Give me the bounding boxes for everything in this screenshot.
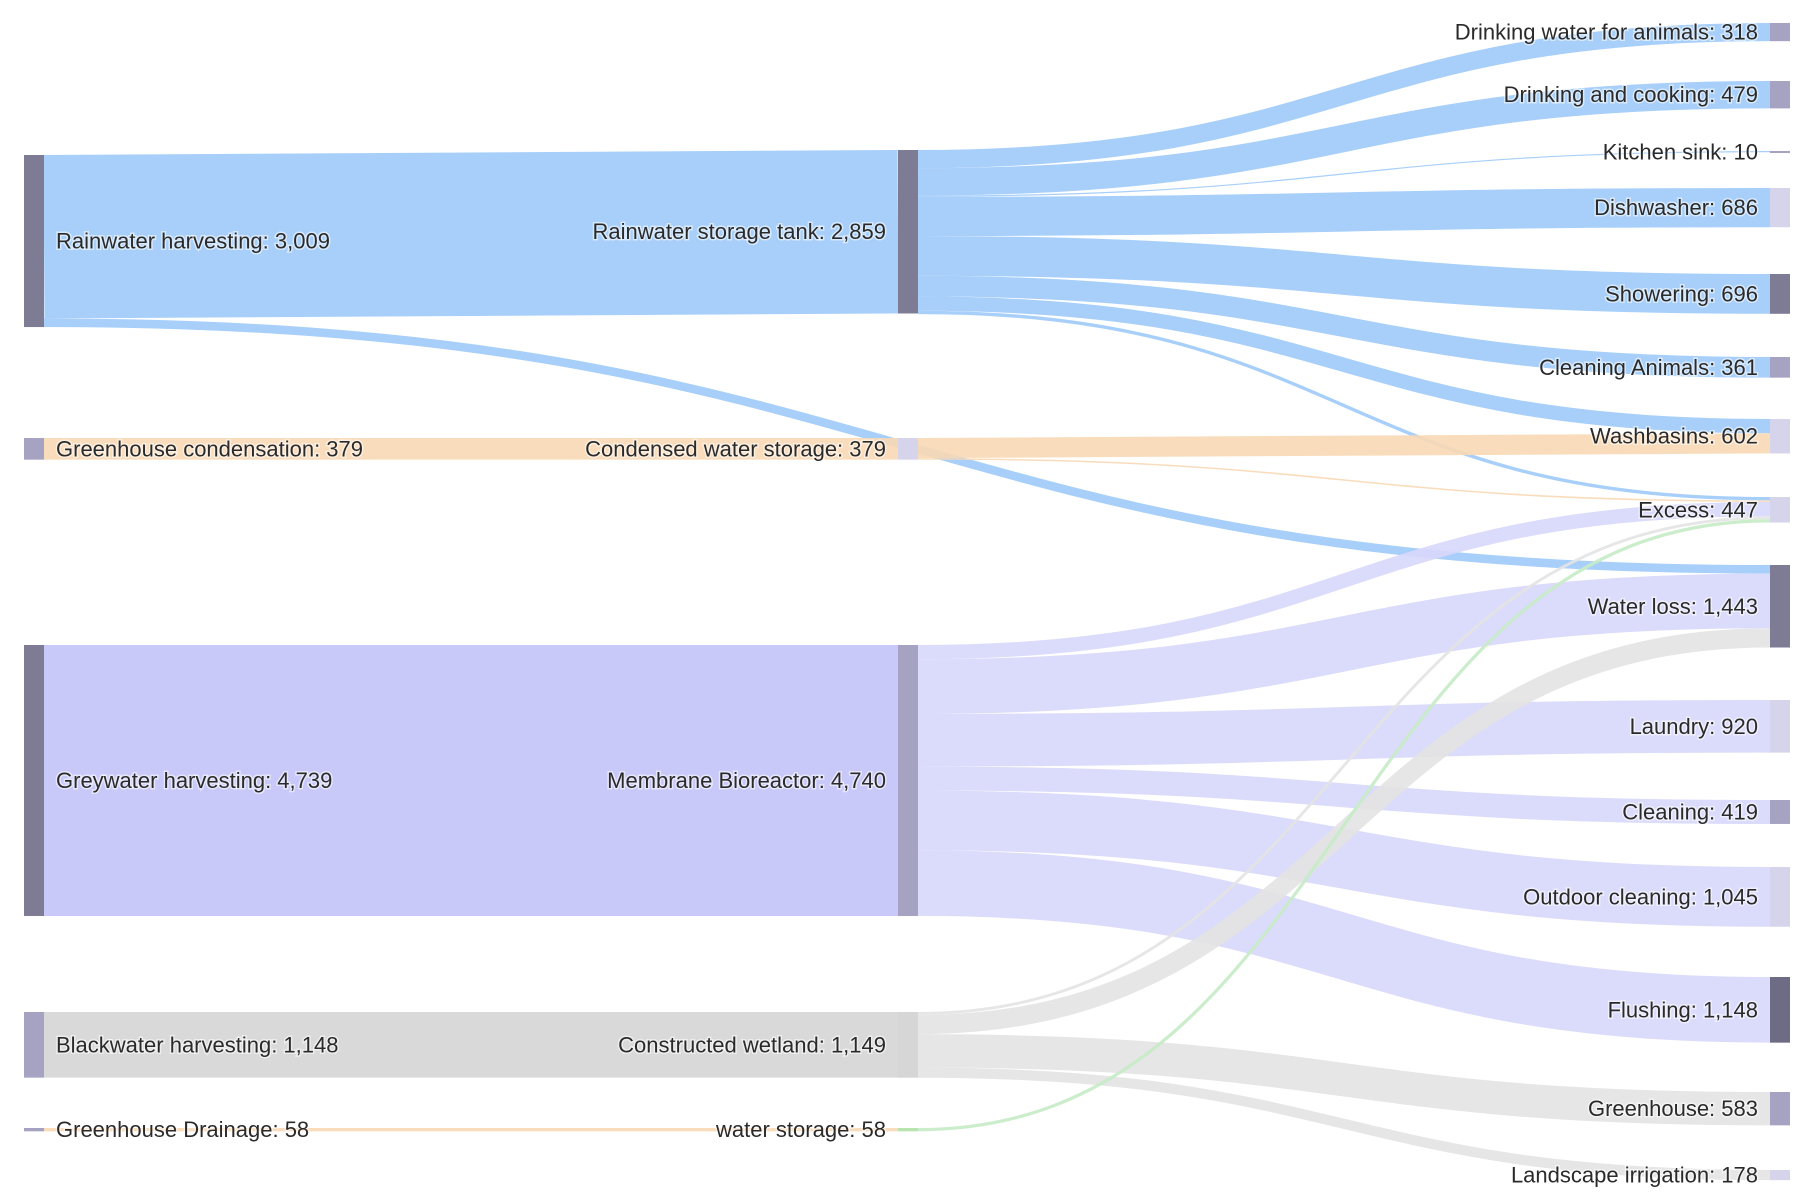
link-mbr-to-flushing[interactable] (917, 850, 1771, 1043)
link-cond_store-to-washbasins[interactable] (917, 433, 1771, 459)
label-cleaning: Cleaning: 419 (1622, 799, 1758, 824)
node-rain_harv[interactable] (24, 155, 44, 328)
label-wetland: Constructed wetland: 1,149 (618, 1032, 886, 1057)
label-cond_store: Condensed water storage: 379 (585, 436, 886, 461)
link-wstore-to-excess[interactable] (917, 519, 1771, 1132)
node-grey_harv[interactable] (24, 645, 44, 916)
node-animals_drink[interactable] (1770, 23, 1790, 42)
node-drain_harv[interactable] (24, 1128, 44, 1132)
node-flushing[interactable] (1770, 977, 1790, 1043)
link-rain_tank-to-excess[interactable] (917, 310, 1771, 501)
node-cleaning[interactable] (1770, 800, 1790, 824)
label-dishwasher: Dishwasher: 686 (1594, 195, 1758, 220)
link-cond_store-to-excess[interactable] (917, 458, 1771, 502)
label-animals_drink: Drinking water for animals: 318 (1455, 20, 1758, 45)
node-kitchen[interactable] (1770, 151, 1790, 153)
label-black_harv: Blackwater harvesting: 1,148 (56, 1032, 339, 1057)
node-outdoor[interactable] (1770, 867, 1790, 927)
label-drain_harv: Greenhouse Drainage: 58 (56, 1117, 309, 1142)
link-mbr-to-outdoor[interactable] (917, 790, 1771, 927)
node-loss[interactable] (1770, 565, 1790, 648)
link-rain_tank-to-clean_animals[interactable] (917, 275, 1771, 378)
node-black_harv[interactable] (24, 1012, 44, 1078)
label-wstore: water storage: 58 (715, 1117, 886, 1142)
link-rain_tank-to-kitchen[interactable] (917, 151, 1771, 197)
label-laundry: Laundry: 920 (1630, 714, 1758, 739)
link-rain_tank-to-dishwasher[interactable] (917, 188, 1771, 236)
node-landscape[interactable] (1770, 1170, 1790, 1181)
link-wetland-to-landscape[interactable] (917, 1067, 1771, 1181)
node-drink_cook[interactable] (1770, 81, 1790, 109)
label-drink_cook: Drinking and cooking: 479 (1504, 82, 1758, 107)
link-rain_tank-to-animals_drink[interactable] (917, 23, 1771, 169)
link-wetland-to-excess[interactable] (917, 516, 1771, 1015)
node-excess[interactable] (1770, 497, 1790, 523)
link-mbr-to-cleaning[interactable] (917, 766, 1771, 824)
label-rain_harv: Rainwater harvesting: 3,009 (56, 229, 330, 254)
label-flushing: Flushing: 1,148 (1608, 997, 1758, 1022)
node-greenhouse[interactable] (1770, 1092, 1790, 1126)
sankey-nodes (24, 23, 1790, 1181)
node-clean_animals[interactable] (1770, 357, 1790, 378)
node-cond_harv[interactable] (24, 438, 44, 460)
label-greenhouse: Greenhouse: 583 (1588, 1096, 1758, 1121)
label-shower: Showering: 696 (1605, 281, 1758, 306)
node-laundry[interactable] (1770, 700, 1790, 753)
label-grey_harv: Greywater harvesting: 4,739 (56, 768, 332, 793)
link-rain_tank-to-shower[interactable] (917, 235, 1771, 314)
node-wetland[interactable] (898, 1012, 918, 1078)
link-mbr-to-loss[interactable] (917, 573, 1771, 714)
link-mbr-to-excess[interactable] (917, 501, 1771, 660)
label-mbr: Membrane Bioreactor: 4,740 (607, 768, 886, 793)
link-rain_tank-to-washbasins[interactable] (917, 296, 1771, 434)
node-shower[interactable] (1770, 274, 1790, 314)
link-mbr-to-laundry[interactable] (917, 700, 1771, 767)
node-mbr[interactable] (898, 645, 918, 917)
label-outdoor: Outdoor cleaning: 1,045 (1523, 884, 1758, 909)
sankey-labels: Rainwater harvesting: 3,009 Greenhouse co… (55, 18, 1760, 1189)
label-clean_animals: Cleaning Animals: 361 (1539, 355, 1758, 380)
label-loss: Water loss: 1,443 (1588, 594, 1758, 619)
link-rain_tank-to-drink_cook[interactable] (917, 81, 1771, 196)
label-landscape: Landscape irrigation: 178 (1511, 1163, 1758, 1188)
node-wstore[interactable] (898, 1128, 918, 1132)
node-rain_tank[interactable] (898, 150, 918, 314)
label-excess: Excess: 447 (1638, 497, 1758, 522)
sankey-links (43, 23, 1771, 1181)
node-washbasins[interactable] (1770, 419, 1790, 454)
label-kitchen: Kitchen sink: 10 (1603, 140, 1758, 165)
label-washbasins: Washbasins: 602 (1590, 424, 1758, 449)
link-rain_harv-to-rain_tank[interactable] (43, 150, 899, 319)
label-rain_tank: Rainwater storage tank: 2,859 (592, 219, 886, 244)
node-dishwasher[interactable] (1770, 188, 1790, 228)
node-cond_store[interactable] (898, 438, 918, 460)
link-wetland-to-loss[interactable] (917, 628, 1771, 1035)
label-cond_harv: Greenhouse condensation: 379 (56, 436, 363, 461)
link-wetland-to-greenhouse[interactable] (917, 1034, 1771, 1126)
